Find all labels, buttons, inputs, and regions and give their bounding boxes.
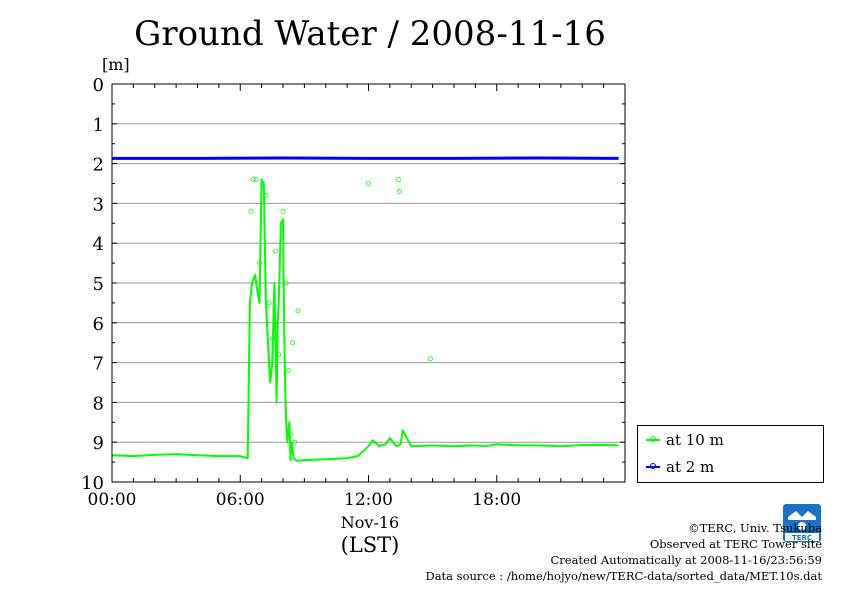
y-tick-label: 1 [93, 115, 104, 136]
series-line-at-10-m [111, 178, 619, 462]
x-axis-date-label: Nov-16 [340, 513, 400, 532]
data-point [266, 300, 272, 306]
data-point [397, 189, 402, 194]
data-point [295, 308, 301, 314]
data-point [290, 340, 296, 346]
y-tick-label: 4 [93, 234, 104, 255]
data-point [283, 280, 289, 286]
data-point [285, 368, 291, 373]
data-point [250, 177, 256, 182]
y-tick-label: 0 [93, 75, 104, 96]
data-point [253, 177, 259, 182]
y-tick-label: 7 [93, 354, 104, 375]
y-tick-label: 6 [93, 314, 104, 335]
terc-logo-icon: TERC [783, 504, 821, 542]
legend-swatch-2m [646, 463, 660, 469]
credit-copyright: ©TERC, Univ. Tsukuba [688, 521, 822, 535]
data-point [280, 208, 286, 214]
data-point [257, 260, 262, 266]
credits: ©TERC, Univ. Tsukuba Observed at TERC To… [425, 520, 822, 584]
data-point [288, 431, 293, 437]
data-point [292, 439, 298, 445]
x-axis-label: (LST) [340, 533, 400, 557]
legend-item-10m: at 10 m [646, 430, 724, 450]
chart-title: Ground Water / 2008-11-16 [134, 14, 606, 54]
data-point [269, 336, 275, 342]
series-layer [111, 156, 619, 462]
y-axis-unit-label: [m] [102, 55, 130, 74]
credit-created: Created Automatically at 2008-11-16/23:5… [550, 553, 823, 567]
y-tick-label: 2 [93, 155, 104, 176]
credit-source: Data source : /home/hojyo/new/TERC-data/… [425, 569, 822, 583]
x-tick-label: 12:00 [344, 490, 393, 510]
y-tick-label: 8 [93, 393, 104, 414]
legend-label-2m: at 2 m [666, 458, 715, 476]
legend: at 10 m at 2 m [637, 425, 824, 483]
grid-lines [112, 83, 625, 483]
x-tick-label: 18:00 [472, 490, 521, 510]
data-point [396, 177, 401, 182]
legend-swatch-10m [646, 436, 660, 442]
data-point [276, 352, 282, 358]
y-tick-label: 5 [93, 274, 104, 295]
data-point [273, 248, 278, 254]
data-point [366, 181, 371, 186]
legend-label-10m: at 10 m [666, 431, 724, 449]
y-tick-label: 9 [93, 433, 104, 454]
credit-observed: Observed at TERC Tower site [649, 537, 822, 551]
y-tick-label: 3 [93, 194, 104, 215]
plot-frame [111, 83, 626, 483]
data-point [248, 208, 254, 214]
data-point [263, 193, 269, 198]
x-tick-label: 06:00 [216, 490, 265, 510]
legend-item-2m: at 2 m [646, 457, 714, 477]
x-tick-label: 00:00 [88, 490, 137, 510]
y-tick-label: 10 [81, 473, 104, 494]
data-point [428, 356, 433, 362]
data-point [260, 185, 266, 190]
logo-text: TERC [792, 534, 812, 542]
